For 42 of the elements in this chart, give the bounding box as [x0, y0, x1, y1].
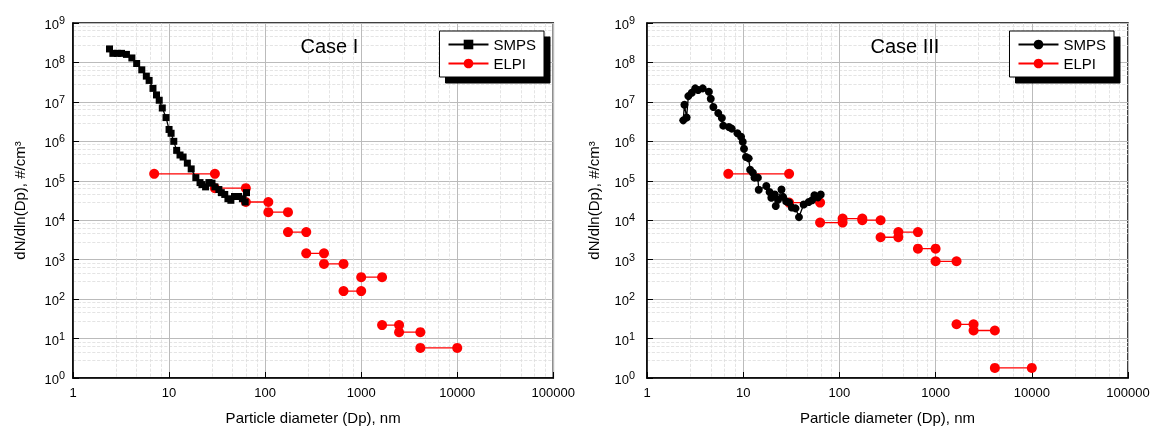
text: Case I	[300, 35, 359, 57]
x-tick-label: 100	[254, 385, 276, 400]
y-tick-label: 10$^{4}$	[44, 211, 65, 230]
y-tick-label: 10$^{6}$	[614, 132, 635, 151]
y-tick-label: 10$^{6}$	[44, 132, 65, 151]
y-tick-label: 10$^{7}$	[44, 92, 65, 112]
y-tick-label: 10$^{8}$	[614, 53, 635, 72]
x-tick-label: 10000	[1013, 385, 1050, 400]
legend-label: ELPI	[493, 55, 527, 72]
y-tick-label: 10$^{7}$	[614, 92, 635, 112]
y-tick-label: 10$^{4}$	[614, 211, 635, 230]
y-tick-label: 10$^{9}$	[614, 14, 635, 33]
legend-label: SMPS	[493, 36, 537, 53]
y-tick-label: 10$^{9}$	[44, 14, 65, 33]
x-tick-label: 100000	[1106, 385, 1150, 400]
x-tick-label: 10	[161, 385, 177, 400]
y-tick-label: 10$^{1}$	[44, 329, 65, 348]
x-tick-label: 1	[69, 385, 77, 400]
y-tick-label: 10$^{0}$	[44, 369, 65, 388]
x-axis-title: Particle diameter (Dp), nm	[225, 409, 401, 426]
y-axis-title: dN/dln(Dp), #/cm³	[11, 141, 28, 260]
legend-label: ELPI	[1063, 55, 1097, 72]
x-tick-label: 1000	[346, 385, 376, 400]
x-tick-label: 100000	[531, 385, 576, 400]
legend-label: SMPS	[1063, 36, 1107, 53]
x-axis-title: Particle diameter (Dp), nm	[799, 409, 976, 426]
x-tick-label: 100	[828, 385, 851, 400]
y-tick-label: 10$^{3}$	[44, 250, 65, 269]
x-tick-label: 10000	[439, 385, 476, 400]
y-tick-label: 10$^{2}$	[614, 290, 635, 309]
y-tick-label: 10$^{0}$	[614, 369, 635, 388]
y-tick-label: 10$^{3}$	[614, 250, 635, 269]
x-tick-label: 1	[643, 385, 651, 400]
y-axis-title: dN/dln(Dp), #/cm³	[585, 141, 602, 260]
text: Case III	[870, 35, 940, 57]
y-tick-label: 10$^{2}$	[44, 290, 65, 309]
x-tick-label: 10	[735, 385, 751, 400]
y-tick-label: 10$^{1}$	[614, 329, 635, 348]
y-tick-label: 10$^{5}$	[614, 171, 635, 191]
y-tick-label: 10$^{5}$	[44, 171, 65, 191]
y-tick-label: 10$^{8}$	[44, 53, 65, 72]
x-tick-label: 1000	[921, 385, 951, 400]
